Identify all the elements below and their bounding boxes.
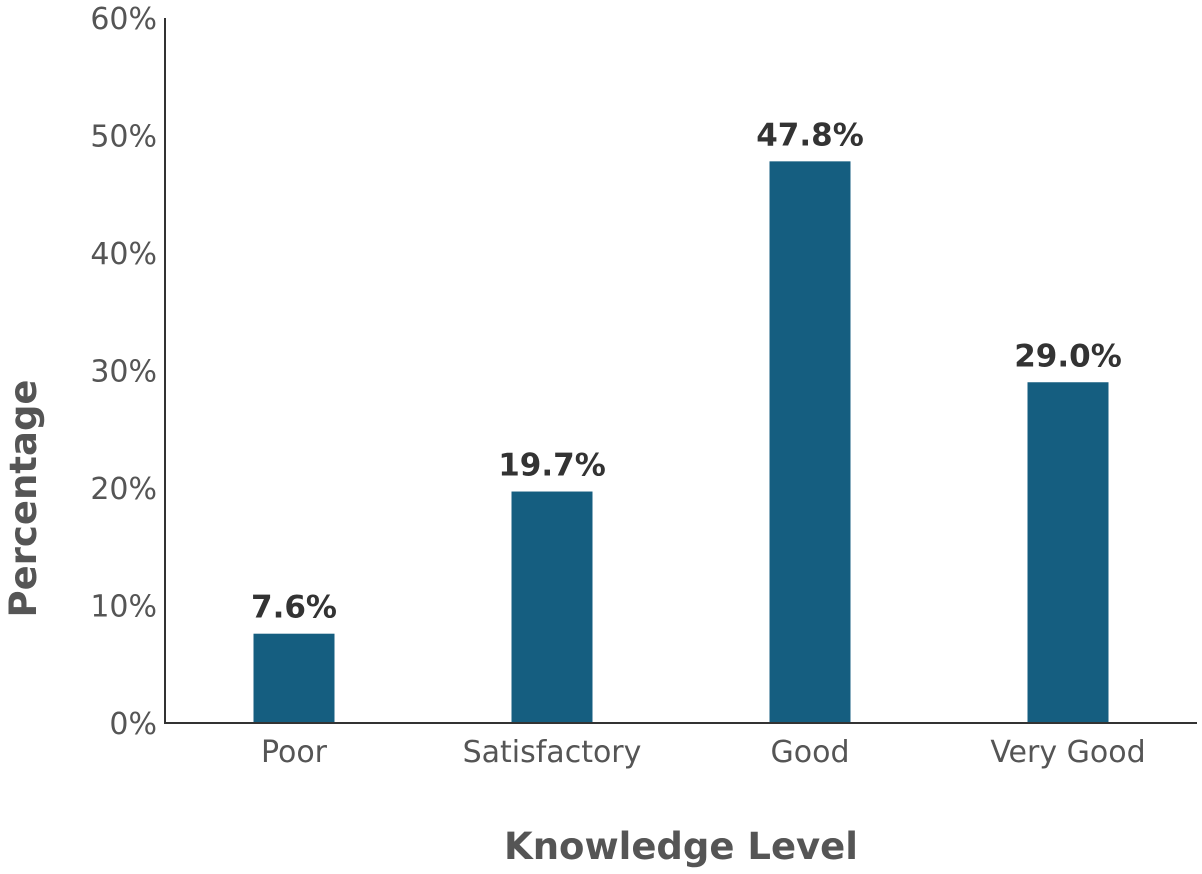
data-label: 19.7% — [498, 448, 606, 484]
y-tick-label: 20% — [90, 472, 157, 507]
y-axis-ticks: 0% 10% 20% 30% 40% 50% 60% — [90, 2, 157, 742]
x-tick-label: Satisfactory — [463, 735, 642, 770]
y-tick-label: 10% — [90, 590, 157, 625]
x-axis-ticks: Poor Satisfactory Good Very Good — [261, 735, 1146, 770]
y-tick-label: 0% — [109, 707, 157, 742]
x-tick-label: Very Good — [990, 735, 1145, 770]
bar-very-good — [1027, 382, 1109, 723]
y-axis-title: Percentage — [2, 379, 45, 617]
data-label: 29.0% — [1014, 338, 1122, 374]
x-tick-label: Good — [771, 735, 850, 770]
y-tick-label: 60% — [90, 2, 157, 37]
bar-satisfactory — [511, 491, 593, 723]
y-tick-label: 50% — [90, 120, 157, 155]
bar-poor — [253, 633, 335, 723]
x-axis-title: Knowledge Level — [504, 825, 858, 868]
y-tick-label: 30% — [90, 355, 157, 390]
data-label: 7.6% — [251, 590, 337, 626]
data-label: 47.8% — [756, 117, 864, 153]
data-labels: 7.6% 19.7% 47.8% 29.0% — [251, 117, 1122, 625]
y-tick-label: 40% — [90, 237, 157, 272]
x-tick-label: Poor — [261, 735, 328, 770]
bar-good — [769, 161, 851, 724]
bars — [253, 161, 1109, 724]
